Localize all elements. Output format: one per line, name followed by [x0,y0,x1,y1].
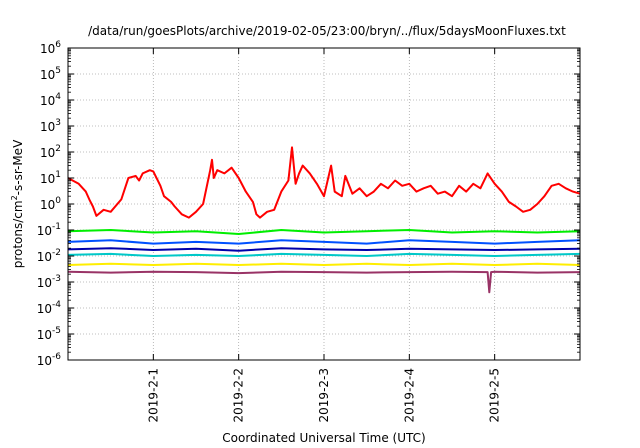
y-tick-power: -6 [52,352,61,362]
y-tick-base: 10 [40,172,55,186]
y-tick-power: 3 [55,118,61,128]
x-tick-label: 2019-2-3 [317,368,331,422]
y-tick-label: 10-6 [37,352,62,368]
x-tick-label: 2019-2-1 [146,368,160,422]
y-axis-title-post: -s-sr-MeV [11,139,25,195]
x-tick-label: 2019-2-2 [232,368,246,422]
y-tick-label: 10-2 [37,248,61,264]
x-tick-label: 2019-2-4 [402,368,416,422]
y-tick-power: 1 [55,170,61,180]
y-tick-label: 102 [40,144,61,160]
grid [68,48,580,360]
y-tick-power: 4 [55,92,61,102]
y-tick-base: 10 [37,302,52,316]
series-line [67,247,581,252]
y-tick-base: 10 [37,224,52,238]
x-axis-title: Coordinated Universal Time (UTC) [222,431,425,445]
y-tick-label: 101 [40,170,61,186]
series-layer [67,146,581,294]
y-tick-label: 105 [40,66,61,82]
y-tick-power: 5 [55,66,61,76]
y-axis-title-pre: protons/cm [11,200,25,268]
x-tick-labels: 2019-2-1 2019-2-2 2019-2-3 2019-2-4 2019-2-5 [146,368,501,422]
y-tick-base: 10 [40,120,55,134]
y-tick-base: 10 [40,146,55,160]
y-axis-title: protons/cm2-s-sr-MeV [10,139,25,268]
y-tick-label: 10-3 [37,274,61,290]
y-tick-label: 104 [40,92,61,108]
series-line [67,252,581,257]
y-tick-power: -2 [52,248,61,258]
y-tick-power: 0 [55,196,61,206]
y-tick-label: 103 [40,118,61,134]
chart-title: /data/run/goesPlots/archive/2019-02-05/2… [88,24,566,38]
y-tick-base: 10 [40,42,55,56]
y-axis-title-sup: 2 [10,195,19,200]
y-tick-base: 10 [40,94,55,108]
y-tick-label: 10-4 [37,300,62,316]
y-tick-power: -3 [52,274,61,284]
y-tick-power: -4 [52,300,61,310]
y-tick-base: 10 [37,276,52,290]
series-line [67,146,581,219]
y-tick-label: 106 [40,40,61,56]
y-tick-base: 10 [40,198,55,212]
series-line [67,262,581,266]
y-tick-labels: 10-610-510-410-310-210-11001011021031041… [37,40,62,368]
y-tick-label: 100 [40,196,61,212]
y-tick-power: 2 [55,144,61,154]
y-tick-base: 10 [37,354,52,368]
series-line [67,239,581,245]
y-tick-label: 10-5 [37,326,61,342]
y-tick-base: 10 [37,328,52,342]
y-tick-power: -1 [52,222,61,232]
y-tick-power: -5 [52,326,61,336]
y-tick-base: 10 [37,250,52,264]
y-tick-base: 10 [40,68,55,82]
x-tick-label: 2019-2-5 [488,368,502,422]
y-tick-label: 10-1 [37,222,61,238]
series-line [67,270,581,294]
axis-ticks [68,47,580,361]
series-line [67,229,581,235]
y-tick-power: 6 [55,40,61,50]
